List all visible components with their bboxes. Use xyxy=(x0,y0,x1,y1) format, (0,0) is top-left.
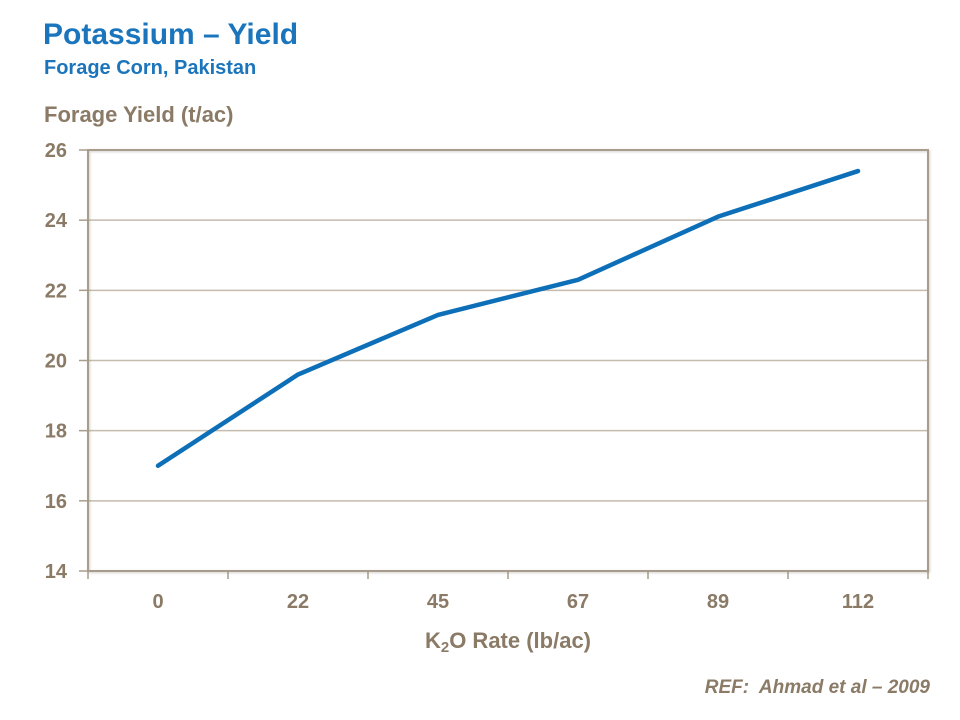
y-tick-label: 26 xyxy=(45,140,67,162)
y-axis-title: Forage Yield (t/ac) xyxy=(44,102,234,127)
y-tick-label: 18 xyxy=(45,421,67,443)
x-axis-title: K2O Rate (lb/ac) xyxy=(88,628,928,656)
x-tick-label: 89 xyxy=(707,591,729,613)
x-axis-title-prefix: K xyxy=(424,628,441,653)
page-title: Potassium – Yield xyxy=(43,18,299,51)
x-tick-label: 22 xyxy=(287,591,309,613)
x-tick-label: 0 xyxy=(152,591,163,613)
x-axis-title-subscript: 2 xyxy=(440,638,450,656)
plot-border xyxy=(87,149,929,572)
yield-line xyxy=(155,168,861,468)
x-tick-label: 45 xyxy=(427,591,449,613)
y-tick-label: 16 xyxy=(45,491,67,513)
y-tick-label: 14 xyxy=(45,561,68,583)
y-tick-label: 20 xyxy=(45,351,67,373)
y-tick-label: 22 xyxy=(45,280,67,302)
y-tick-label: 24 xyxy=(45,210,68,232)
x-tick-label: 67 xyxy=(567,591,589,613)
x-tick-label: 112 xyxy=(842,591,874,613)
page-subtitle: Forage Corn, Pakistan xyxy=(44,57,257,79)
x-axis-title-suffix: O Rate (lb/ac) xyxy=(449,628,592,653)
footer-reference: REF: Ahmad et al – 2009 xyxy=(704,677,930,698)
